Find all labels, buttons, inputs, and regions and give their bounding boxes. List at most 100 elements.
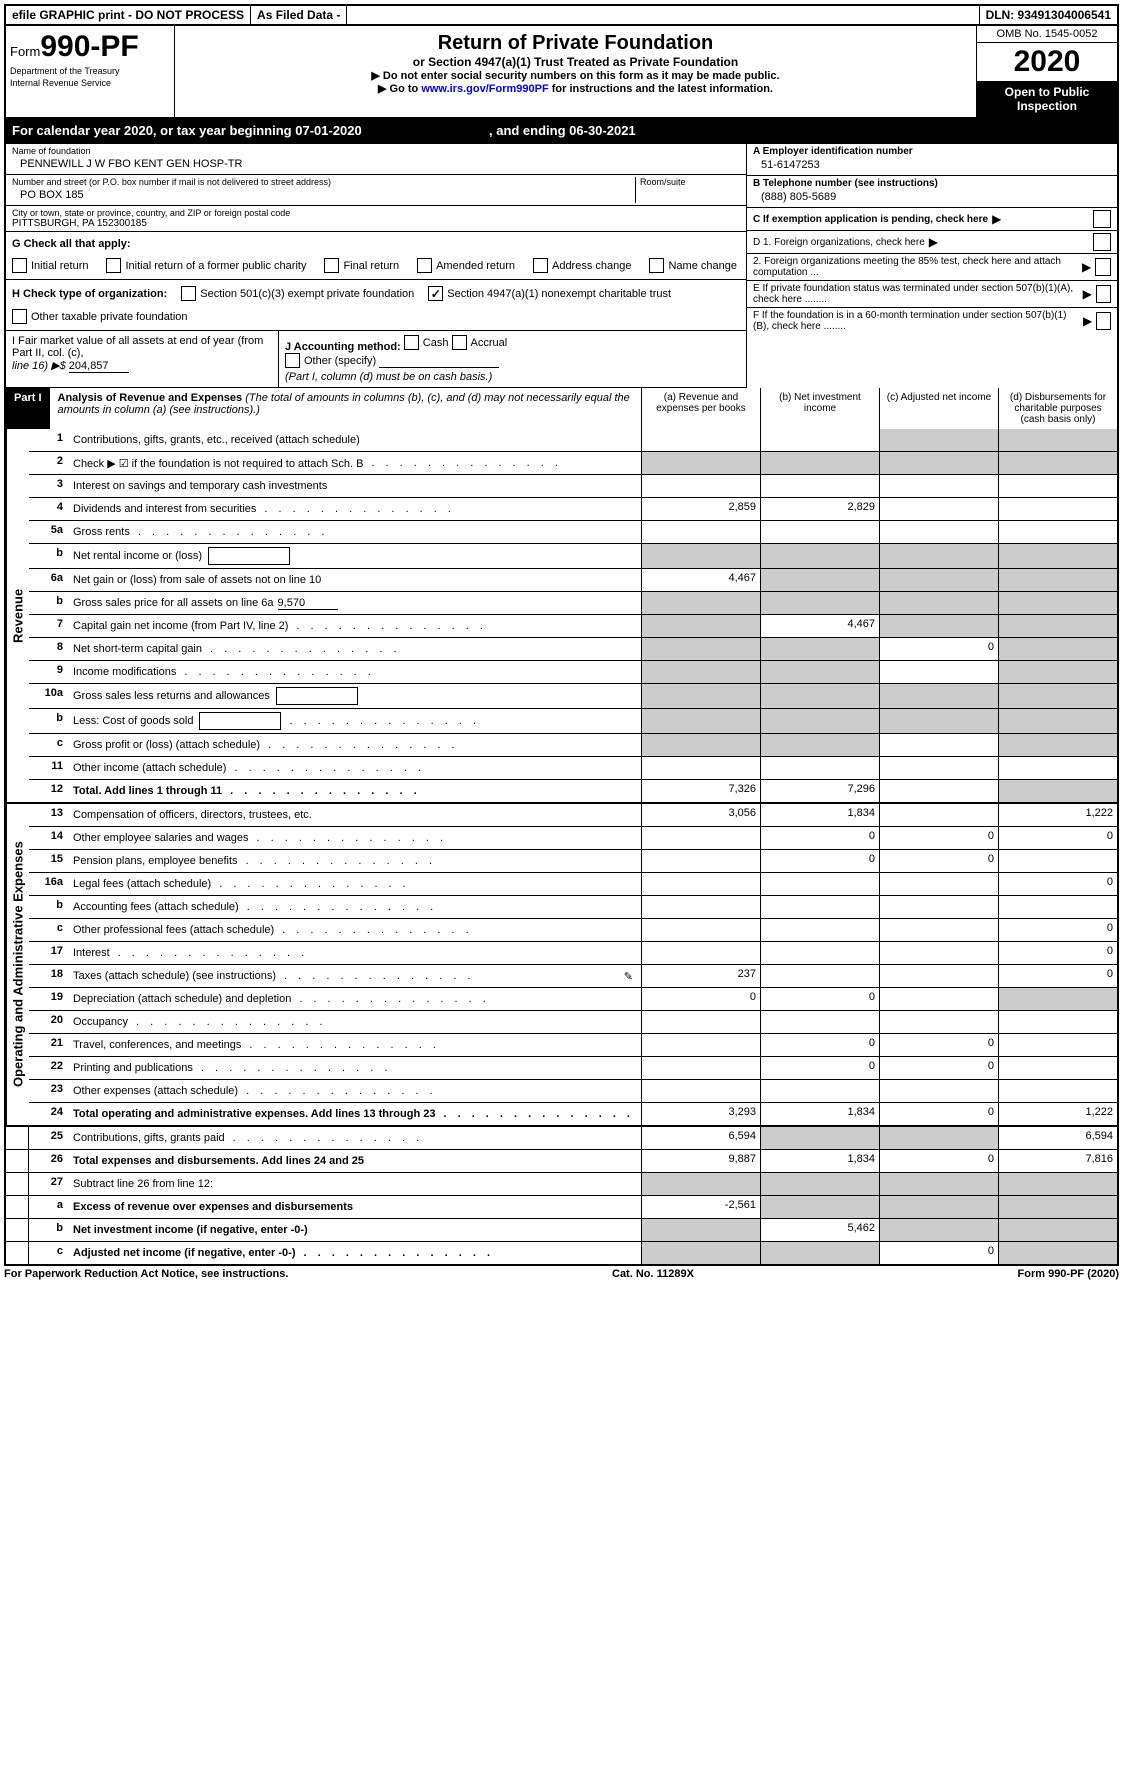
e-checkbox[interactable] <box>1096 285 1111 303</box>
col-c <box>879 1219 998 1241</box>
col-d <box>998 638 1117 660</box>
line-num: c <box>29 1242 69 1264</box>
col-d: 0 <box>998 919 1117 941</box>
line-desc: Contributions, gifts, grants paid. . . .… <box>69 1127 641 1149</box>
col-b <box>760 757 879 779</box>
line-num: 1 <box>29 429 69 451</box>
f-checkbox[interactable] <box>1096 312 1111 330</box>
col-b <box>760 592 879 614</box>
line-8: 8Net short-term capital gain. . . . . . … <box>29 638 1117 661</box>
c-checkbox[interactable] <box>1093 210 1111 228</box>
line-num: 22 <box>29 1057 69 1079</box>
col-b: 1,834 <box>760 1103 879 1125</box>
col-a: 237 <box>641 965 760 987</box>
line-6a: 6aNet gain or (loss) from sale of assets… <box>29 569 1117 592</box>
col-d <box>998 896 1117 918</box>
g-opt-2[interactable]: Final return <box>324 258 399 273</box>
e-row: E If private foundation status was termi… <box>747 281 1117 308</box>
col-d <box>998 1242 1117 1264</box>
line-desc: Gross sales less returns and allowances <box>69 684 641 708</box>
col-c: 0 <box>879 638 998 660</box>
h-opt1[interactable]: Section 501(c)(3) exempt private foundat… <box>181 286 414 301</box>
col-a: 4,467 <box>641 569 760 591</box>
efile-notice: efile GRAPHIC print - DO NOT PROCESS <box>6 6 251 24</box>
d2-row: 2. Foreign organizations meeting the 85%… <box>747 254 1117 281</box>
col-c-hdr: (c) Adjusted net income <box>880 388 999 429</box>
page-footer: For Paperwork Reduction Act Notice, see … <box>4 1266 1119 1282</box>
col-d-hdr: (d) Disbursements for charitable purpose… <box>999 388 1117 429</box>
col-b <box>760 521 879 543</box>
col-a <box>641 827 760 849</box>
g-opt-0[interactable]: Initial return <box>12 258 88 273</box>
col-c <box>879 965 998 987</box>
g-opt-1[interactable]: Initial return of a former public charit… <box>106 258 306 273</box>
irs-link[interactable]: www.irs.gov/Form990PF <box>421 83 548 95</box>
line-num: 27 <box>29 1173 69 1195</box>
col-c <box>879 780 998 802</box>
col-a <box>641 684 760 708</box>
col-a <box>641 521 760 543</box>
goto-link-line: ▶ Go to www.irs.gov/Form990PF for instru… <box>181 82 970 95</box>
col-c <box>879 873 998 895</box>
g-opt-3[interactable]: Amended return <box>417 258 515 273</box>
j-other[interactable]: Other (specify) <box>285 353 376 368</box>
attachment-icon[interactable]: ✎ <box>624 970 633 983</box>
form-header: Form990-PF Department of the Treasury In… <box>4 26 1119 119</box>
g-opt-4[interactable]: Address change <box>533 258 632 273</box>
g-check-row: G Check all that apply: Initial returnIn… <box>6 232 746 280</box>
j-cash[interactable]: Cash <box>404 335 449 350</box>
line-desc: Other income (attach schedule). . . . . … <box>69 757 641 779</box>
line-num: 13 <box>29 804 69 826</box>
line-5a: 5aGross rents. . . . . . . . . . . . . . <box>29 521 1117 544</box>
line-desc: Excess of revenue over expenses and disb… <box>69 1196 641 1218</box>
line-9: 9Income modifications. . . . . . . . . .… <box>29 661 1117 684</box>
line-desc: Total operating and administrative expen… <box>69 1103 641 1125</box>
d1-checkbox[interactable] <box>1093 233 1111 251</box>
line-num: 8 <box>29 638 69 660</box>
col-b <box>760 919 879 941</box>
line-num: 19 <box>29 988 69 1010</box>
line-num: 25 <box>29 1127 69 1149</box>
col-d <box>998 780 1117 802</box>
col-b <box>760 942 879 964</box>
form-subtitle: or Section 4947(a)(1) Trust Treated as P… <box>181 55 970 69</box>
g-opt-5[interactable]: Name change <box>649 258 737 273</box>
col-a <box>641 1242 760 1264</box>
col-c <box>879 615 998 637</box>
j-accrual[interactable]: Accrual <box>452 335 508 350</box>
j-block: J Accounting method: Cash Accrual Other … <box>279 331 746 387</box>
col-c: 0 <box>879 850 998 872</box>
as-filed: As Filed Data - <box>251 6 347 24</box>
col-a <box>641 734 760 756</box>
line-num: b <box>29 592 69 614</box>
col-a: -2,561 <box>641 1196 760 1218</box>
col-d <box>998 1034 1117 1056</box>
col-b-hdr: (b) Net investment income <box>761 388 880 429</box>
col-c <box>879 896 998 918</box>
col-b <box>760 429 879 451</box>
d2-checkbox[interactable] <box>1095 258 1111 276</box>
footer-left: For Paperwork Reduction Act Notice, see … <box>4 1268 288 1280</box>
col-a <box>641 615 760 637</box>
h-opt3[interactable]: Other taxable private foundation <box>12 309 188 324</box>
line-desc: Less: Cost of goods sold. . . . . . . . … <box>69 709 641 733</box>
line-21: 21Travel, conferences, and meetings. . .… <box>29 1034 1117 1057</box>
line-desc: Other employee salaries and wages. . . .… <box>69 827 641 849</box>
address-cell: Number and street (or P.O. box number if… <box>6 175 746 206</box>
line-desc: Printing and publications. . . . . . . .… <box>69 1057 641 1079</box>
col-c: 0 <box>879 827 998 849</box>
col-d <box>998 757 1117 779</box>
col-c <box>879 661 998 683</box>
col-d: 1,222 <box>998 804 1117 826</box>
h-check-row: H Check type of organization: Section 50… <box>6 280 746 331</box>
h-opt2[interactable]: ✓Section 4947(a)(1) nonexempt charitable… <box>428 286 671 301</box>
line-7: 7Capital gain net income (from Part IV, … <box>29 615 1117 638</box>
identity-block: Name of foundation PENNEWILL J W FBO KEN… <box>4 144 1119 388</box>
line-desc: Capital gain net income (from Part IV, l… <box>69 615 641 637</box>
col-b: 7,296 <box>760 780 879 802</box>
col-b: 0 <box>760 1057 879 1079</box>
col-b: 4,467 <box>760 615 879 637</box>
line-desc: Net rental income or (loss) <box>69 544 641 568</box>
col-d <box>998 1219 1117 1241</box>
col-a: 3,293 <box>641 1103 760 1125</box>
